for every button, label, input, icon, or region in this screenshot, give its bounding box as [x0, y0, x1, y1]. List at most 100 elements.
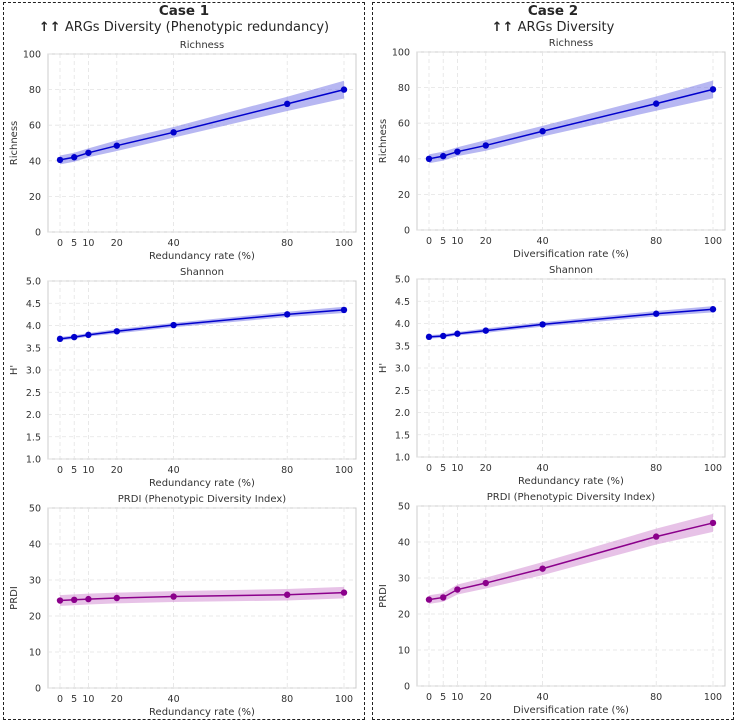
x-tick-label: 40: [537, 463, 549, 474]
x-axis-label: Redundancy rate (%): [149, 478, 255, 489]
y-tick-label: 40: [29, 156, 41, 167]
y-tick-label: 3.0: [26, 366, 41, 377]
data-point: [454, 330, 461, 337]
data-point: [71, 596, 78, 603]
y-axis-label: PRDI: [378, 584, 389, 608]
x-tick-label: 100: [704, 236, 722, 247]
chart-4: 1.0 1.5 2.0 2.5 3.0 3.5 4.0 4.5 5.0 0 5 10 20 40 80 100…: [378, 265, 726, 487]
x-tick-label: 10: [82, 238, 94, 249]
data-point: [284, 311, 291, 318]
x-tick-label: 5: [71, 465, 77, 476]
y-tick-label: 60: [29, 121, 41, 132]
data-point: [56, 335, 64, 343]
x-tick-label: 5: [440, 692, 446, 703]
y-tick-label: 4.0: [395, 319, 410, 330]
x-tick-label: 80: [281, 238, 293, 249]
x-tick-label: 10: [451, 236, 463, 247]
y-axis-label: PRDI: [9, 586, 20, 610]
x-tick-label: 0: [426, 236, 432, 247]
case1-panel: [3, 2, 365, 720]
y-tick-label: 4.5: [26, 299, 41, 310]
x-tick-label: 80: [650, 236, 662, 247]
y-tick-label: 50: [398, 502, 410, 513]
y-tick-label: 30: [29, 576, 41, 587]
y-tick-label: 50: [29, 504, 41, 515]
y-tick-label: 0: [404, 682, 410, 693]
x-tick-label: 20: [480, 463, 492, 474]
data-point: [425, 155, 433, 162]
case2-panel: [372, 2, 734, 720]
y-tick-label: 2.5: [395, 386, 410, 397]
x-axis-label: Redundancy rate (%): [149, 251, 255, 262]
data-point: [539, 565, 546, 572]
x-tick-label: 40: [537, 692, 549, 703]
x-tick-label: 0: [57, 465, 63, 476]
data-point: [170, 593, 177, 600]
y-tick-label: 3.5: [395, 341, 410, 352]
chart-title: Shannon: [549, 265, 593, 276]
y-tick-label: 1.0: [26, 455, 41, 466]
x-tick-label: 20: [111, 694, 123, 705]
x-axis-label: Redundancy rate (%): [149, 707, 255, 718]
x-tick-label: 0: [426, 463, 432, 474]
data-point: [113, 142, 121, 149]
y-axis-label: Richness: [9, 121, 20, 165]
y-axis-label: H': [378, 363, 389, 373]
case2-subtitle: ↑↑ ARGs Diversity: [372, 20, 734, 35]
data-point: [284, 100, 291, 108]
data-point: [113, 328, 121, 335]
y-tick-label: 0: [404, 226, 410, 237]
x-tick-label: 10: [82, 694, 94, 705]
data-point: [425, 333, 433, 341]
y-tick-label: 2.0: [26, 410, 41, 421]
y-tick-label: 40: [29, 540, 41, 551]
data-point: [340, 86, 348, 93]
x-tick-label: 5: [71, 694, 77, 705]
y-axis-label: Richness: [378, 119, 389, 163]
data-point: [653, 310, 660, 317]
data-point: [56, 156, 64, 164]
data-point: [71, 154, 78, 161]
data-point: [113, 594, 121, 602]
y-tick-label: 80: [29, 85, 41, 96]
x-axis-label: Redundancy rate (%): [518, 476, 624, 487]
x-tick-label: 80: [650, 463, 662, 474]
case1-title: Case 1: [158, 3, 210, 19]
x-tick-label: 40: [537, 236, 549, 247]
data-point: [85, 149, 92, 156]
chart-title: Shannon: [180, 267, 224, 278]
data-point: [539, 128, 546, 135]
data-point: [709, 306, 717, 313]
y-tick-label: 60: [398, 119, 410, 130]
x-tick-label: 40: [168, 238, 180, 249]
y-tick-label: 20: [29, 612, 41, 623]
data-point: [284, 591, 291, 598]
x-tick-label: 80: [281, 465, 293, 476]
x-tick-label: 40: [168, 694, 180, 705]
chart-title: PRDI (Phenotypic Diversity Index): [487, 492, 656, 503]
x-axis-label: Diversification rate (%): [513, 705, 629, 716]
data-point: [340, 306, 348, 314]
y-tick-label: 20: [29, 192, 41, 203]
y-tick-label: 100: [23, 50, 41, 61]
data-point: [482, 327, 489, 334]
data-point: [170, 129, 177, 136]
x-tick-label: 40: [168, 465, 180, 476]
y-tick-label: 0: [35, 684, 41, 695]
data-point: [340, 589, 348, 596]
x-tick-label: 100: [335, 238, 353, 249]
x-tick-label: 100: [335, 694, 353, 705]
chart-title: PRDI (Phenotypic Diversity Index): [118, 494, 287, 505]
x-tick-label: 10: [451, 692, 463, 703]
y-tick-label: 10: [29, 648, 41, 659]
data-point: [653, 533, 660, 540]
x-tick-label: 0: [57, 238, 63, 249]
x-tick-label: 80: [281, 694, 293, 705]
data-point: [454, 148, 461, 155]
y-axis-label: H': [9, 365, 20, 375]
chart-3: 1.0 1.5 2.0 2.5 3.0 3.5 4.0 4.5 5.0 0 5 10 20 40 80 100…: [9, 267, 357, 489]
